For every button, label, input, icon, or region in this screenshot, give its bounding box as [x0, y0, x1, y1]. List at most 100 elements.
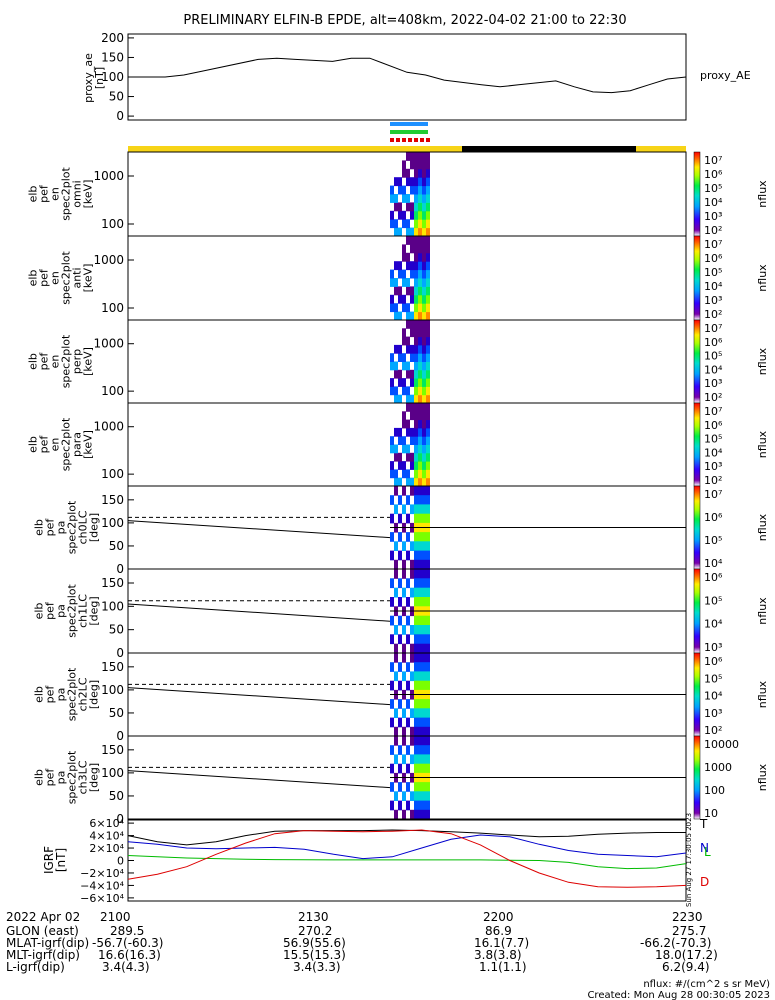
- row-glon-label: GLON (east): [6, 924, 79, 938]
- panel-ylabel-line: spec2plot: [66, 584, 79, 638]
- spectrogram-cell: [414, 394, 418, 404]
- row-l-v3: 6.2(9.4): [662, 960, 710, 974]
- igrf-series-L: [127, 855, 687, 870]
- proxy-ae-legend: proxy_AE: [700, 69, 751, 82]
- loss-cone-line: [127, 603, 391, 622]
- spectrogram-cell: [390, 513, 394, 524]
- row-mlt-v0: 16.6(16.3): [98, 948, 161, 962]
- spectrogram-cell: [426, 160, 430, 170]
- panel-ylabel: elbpefenspec2plotomni[keV]: [27, 167, 95, 221]
- spectrogram-cell: [422, 436, 426, 445]
- spectrogram-cell: [426, 303, 430, 313]
- panel-ylabel-line: ch3LC: [77, 760, 90, 794]
- ytick-label: 50: [109, 539, 124, 553]
- spectrogram-cell: [394, 219, 398, 229]
- spectrogram-cell: [390, 278, 394, 287]
- spectrogram-cell: [410, 227, 414, 237]
- panel-ylabel-line: pef: [38, 435, 51, 454]
- spectrogram-cell: [418, 486, 422, 496]
- panel-ylabel-line: pef: [38, 184, 51, 203]
- colorbar-tick-label: 10⁴: [704, 446, 723, 459]
- spectrogram-cell: [418, 513, 422, 524]
- colorbar-tick-label: 10⁶: [704, 419, 723, 432]
- spectrogram-cell: [414, 219, 418, 229]
- spectrogram-cell: [406, 252, 410, 262]
- spectrogram-cell: [414, 344, 418, 354]
- spectrogram-cell: [422, 361, 426, 371]
- row-mlat-v3: -66.2(-70.3): [640, 936, 711, 950]
- igrf-legend-D: D: [700, 875, 709, 889]
- spectrogram-cell: [398, 210, 402, 220]
- spectrogram-cell: [422, 763, 426, 774]
- spectrogram-cell: [398, 699, 402, 709]
- spectrogram-cell: [422, 194, 426, 203]
- spectrogram-cell: [414, 504, 418, 515]
- panel-ylabel-line: omni: [71, 180, 84, 207]
- spectrogram-cell: [402, 185, 406, 195]
- spectrogram-cell: [394, 311, 398, 321]
- spectrogram-cell: [426, 194, 430, 203]
- spectrogram-cell: [414, 532, 418, 542]
- panel-ylabel-line: elb: [27, 270, 40, 287]
- spectrogram-cell: [426, 227, 430, 237]
- spectrogram-cell: [390, 219, 394, 229]
- spectrogram-cell: [390, 378, 394, 387]
- spectrogram-cell: [414, 227, 418, 237]
- spectrogram-cell: [402, 736, 406, 746]
- blue-marker-bar: [390, 122, 428, 126]
- igrf-series-D: [127, 829, 687, 888]
- spectrogram-cell: [414, 160, 418, 170]
- colorbar-label: nflux: [756, 763, 769, 791]
- red-marker-dash: [390, 138, 394, 142]
- spectrogram-cell: [410, 378, 414, 387]
- spectrogram-cell: [402, 378, 406, 387]
- spectrogram-cell: [410, 461, 414, 470]
- spectrogram-cell: [406, 403, 410, 412]
- spectrogram-cell: [398, 394, 402, 404]
- spectrogram-cell: [402, 244, 406, 254]
- spectrogram-cell: [418, 261, 422, 271]
- panel-ylabel-line: [deg]: [88, 596, 101, 625]
- spectrogram-cell: [390, 662, 394, 672]
- ytick-label: 50: [109, 706, 124, 720]
- spectrogram-cell: [414, 643, 418, 654]
- spectrogram-cell: [406, 782, 410, 792]
- spectrogram-cell: [422, 662, 426, 672]
- igrf-legend-T: T: [699, 817, 708, 831]
- spectrogram-cell: [426, 152, 430, 161]
- row-l-v0: 3.4(4.3): [102, 960, 150, 974]
- spectrogram-cell: [418, 615, 422, 626]
- spectrogram-cell: [414, 569, 418, 579]
- spectrogram-cell: [402, 386, 406, 396]
- spectrogram-cell: [426, 513, 430, 524]
- spectrogram-cell: [418, 532, 422, 542]
- spectrogram-cell: [426, 643, 430, 654]
- spectrogram-cell: [418, 699, 422, 709]
- spectrogram-cell: [426, 344, 430, 354]
- colorbar-tick-label: 10⁵: [704, 433, 722, 446]
- spectrogram-cell: [410, 236, 414, 245]
- panel-ylabel-line: spec2plot: [60, 334, 73, 388]
- spectrogram-cell: [398, 634, 402, 645]
- spectrogram-cell: [414, 587, 418, 598]
- spectrogram-cell: [402, 194, 406, 203]
- row-l-label: L-igrf(dip): [6, 960, 65, 974]
- spectrogram-cell: [418, 436, 422, 445]
- spectrogram-cell: [398, 597, 402, 607]
- orbit-status-bars: [128, 122, 686, 152]
- igrf-side-note: Sun Aug 27 17:30:05 2023: [685, 813, 693, 907]
- spectrogram-cell: [410, 791, 414, 801]
- spectrogram-cell: [398, 532, 402, 542]
- row-glon-v0: 289.5: [110, 924, 144, 938]
- spectrogram-cell: [426, 477, 430, 487]
- spectrogram-cell: [418, 569, 422, 579]
- spectrogram-cell: [418, 303, 422, 313]
- spectrogram-cell: [422, 469, 426, 479]
- spectrogram-cell: [402, 559, 406, 570]
- spectrogram-cell: [418, 809, 422, 820]
- spectrogram-cell: [426, 717, 430, 728]
- panel-ylabel-line: elb: [27, 436, 40, 453]
- spectrogram-cell: [426, 202, 430, 212]
- igrf-series-N: [127, 834, 687, 860]
